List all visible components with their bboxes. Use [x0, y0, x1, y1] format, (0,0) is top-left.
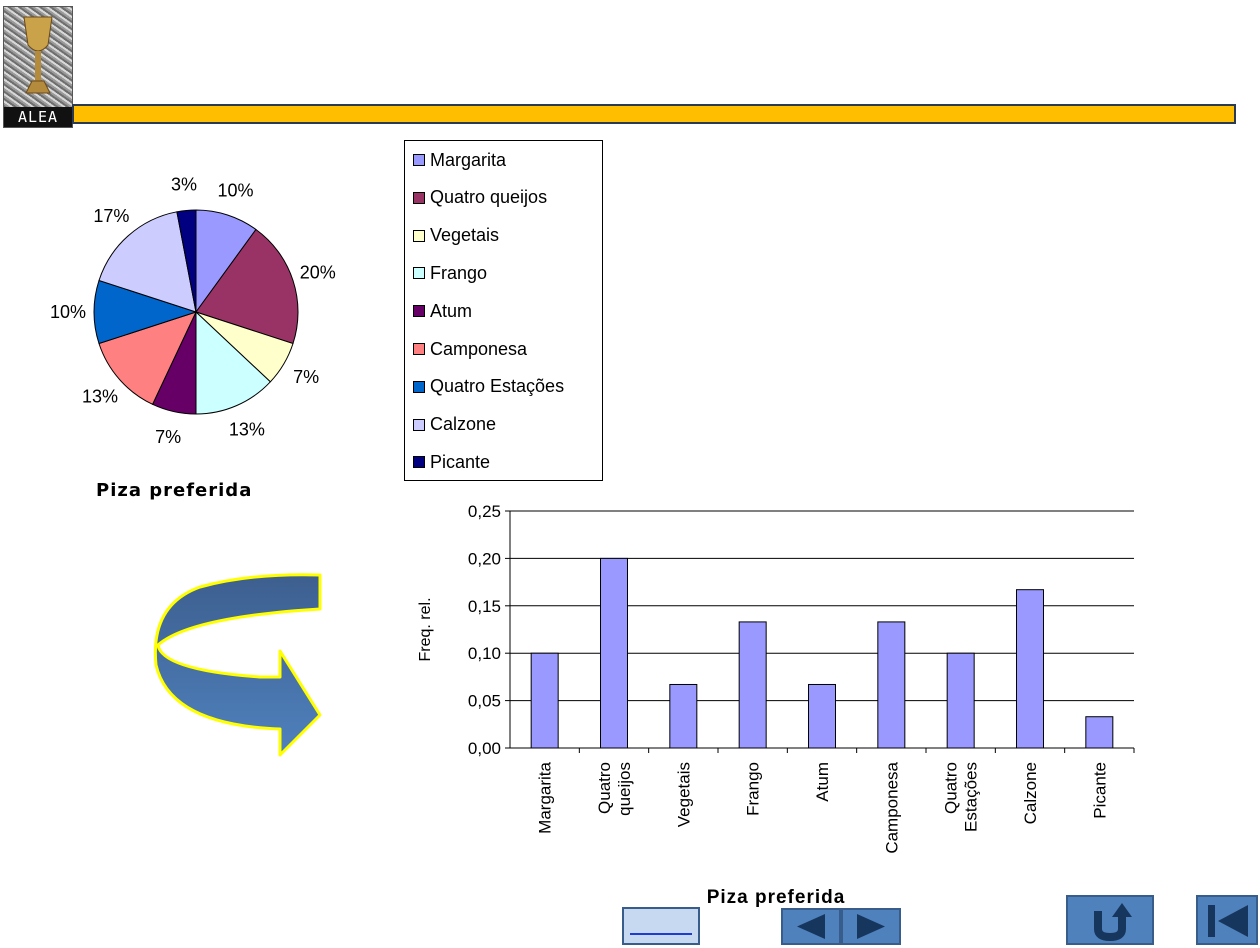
- pie-slice-label-7: 17%: [93, 206, 129, 226]
- legend-label: Camponesa: [430, 338, 528, 359]
- return-arrow-icon: [1094, 903, 1132, 942]
- legend-item: Atum: [413, 299, 472, 323]
- x-tick-label: Calzone: [1021, 762, 1040, 824]
- header-bar: [72, 104, 1236, 124]
- bar: [808, 683, 836, 749]
- y-tick-label: 0,10: [468, 644, 501, 663]
- legend-item: Picante: [413, 450, 490, 474]
- home-link-underline: [630, 933, 692, 935]
- pie-chart: 10% 20% 7% 13% 7% 13% 10% 17% 3%: [50, 175, 336, 447]
- legend-item: Quatro queijos: [413, 186, 547, 210]
- legend-swatch: [413, 305, 425, 318]
- x-tick-label: Picante: [1090, 762, 1109, 819]
- legend-item: Calzone: [413, 413, 496, 437]
- curved-arrow-icon: [153, 573, 322, 757]
- y-axis-label: Freq. rel.: [417, 597, 434, 661]
- legend-label: Vegetais: [430, 225, 500, 246]
- legend-label: Quatro queijos: [430, 187, 548, 208]
- pie-slice-label-6: 10%: [50, 302, 86, 322]
- x-tick-label: Quatroqueijos: [595, 762, 634, 816]
- bar: [530, 652, 559, 749]
- x-tick-label: QuatroEstações: [942, 762, 981, 832]
- legend-label: Picante: [430, 451, 491, 472]
- legend-item: Camponesa: [413, 337, 527, 361]
- x-axis-label: Piza preferida: [707, 887, 846, 908]
- pie-slice-1: [195, 228, 299, 345]
- pie-chart-title: Piza preferida: [96, 480, 253, 501]
- x-tick-label: Margarita: [536, 761, 555, 833]
- legend-swatch: [413, 154, 425, 166]
- pie-slice-3: [195, 310, 272, 415]
- pie-slice-label-2: 7%: [293, 367, 319, 387]
- y-tick-label: 0,05: [468, 692, 501, 711]
- legend-label: Quatro Estações: [430, 376, 565, 397]
- home-button[interactable]: [622, 907, 700, 945]
- pie-slice-label-0: 10%: [218, 180, 254, 200]
- goblet-icon: [23, 16, 53, 94]
- legend-label: Atum: [430, 300, 473, 321]
- alea-logo: ALEA: [3, 6, 73, 128]
- bar: [738, 621, 767, 749]
- legend-swatch: [413, 418, 425, 431]
- pie-slice-7: [98, 211, 197, 313]
- legend-swatch: [413, 229, 425, 242]
- bar: [877, 621, 906, 749]
- bar: [946, 652, 975, 749]
- y-tick-label: 0,00: [468, 739, 501, 758]
- next-button[interactable]: [841, 908, 901, 945]
- pie-slice-label-5: 13%: [82, 387, 118, 407]
- bar: [669, 683, 698, 749]
- legend-swatch: [413, 343, 425, 355]
- pie-slice-8: [176, 209, 197, 313]
- legend-label: Frango: [430, 262, 488, 283]
- pie-slice-label-8: 3%: [171, 175, 197, 195]
- legend-swatch: [413, 267, 425, 280]
- legend-label: Calzone: [430, 414, 497, 435]
- y-tick-label: 0,20: [468, 549, 501, 568]
- bar: [600, 557, 628, 749]
- pie-slice-label-3: 13%: [229, 419, 265, 439]
- pie-slice-label-4: 7%: [155, 427, 181, 447]
- previous-button[interactable]: [781, 908, 841, 945]
- y-tick-label: 0,25: [468, 502, 501, 521]
- pie-slice-5: [98, 311, 197, 405]
- return-button[interactable]: [1066, 895, 1154, 945]
- bar: [1016, 589, 1044, 749]
- x-tick-label: Camponesa: [882, 761, 901, 853]
- logo-text: ALEA: [4, 107, 72, 127]
- x-tick-label: Atum: [813, 762, 832, 802]
- legend-label: Margarita: [430, 149, 507, 170]
- triangle-right-icon: [857, 914, 885, 939]
- legend-item: Quatro Estações: [413, 375, 564, 399]
- legend-item: Margarita: [413, 148, 506, 172]
- pie-slice-label-1: 20%: [300, 262, 336, 282]
- legend-item: Frango: [413, 261, 487, 285]
- pie-legend: Margarita Quatro queijos Vegetais Frango Atu…: [404, 140, 603, 481]
- bar-chart: 0,00 0,05 0,10 0,15 0,20 0,25 Margarita Quatroq…: [417, 502, 1135, 908]
- legend-swatch: [413, 380, 425, 393]
- triangle-left-icon: [797, 914, 825, 939]
- legend-item: Vegetais: [413, 224, 499, 248]
- x-tick-label: Vegetais: [674, 762, 693, 827]
- legend-swatch: [413, 191, 425, 204]
- first-slide-button[interactable]: [1196, 895, 1258, 945]
- bar: [1085, 716, 1114, 749]
- y-tick-label: 0,15: [468, 597, 501, 616]
- legend-swatch: [413, 456, 425, 469]
- x-tick-label: Frango: [744, 762, 763, 816]
- skip-to-start-icon: [1208, 905, 1248, 937]
